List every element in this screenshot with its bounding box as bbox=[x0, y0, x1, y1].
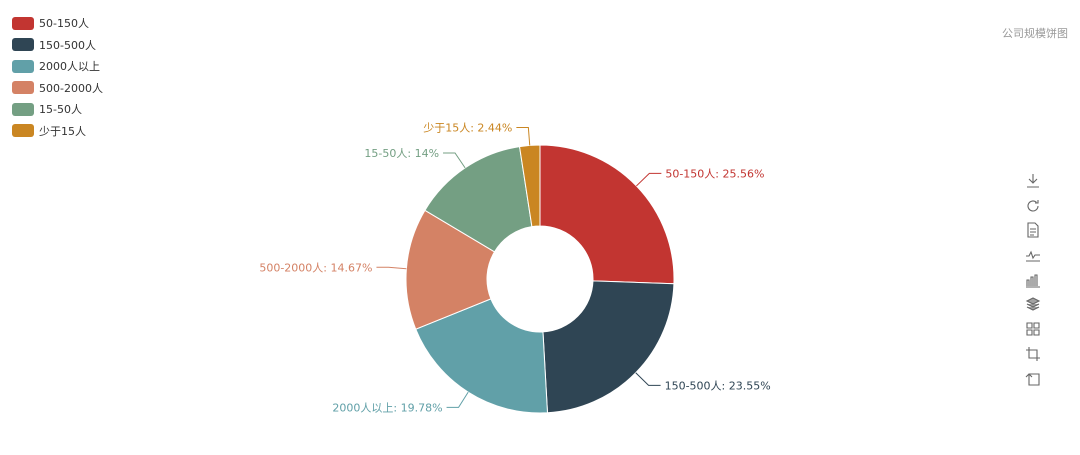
legend-swatch bbox=[12, 102, 34, 116]
refresh-icon bbox=[1027, 199, 1039, 212]
legend-item[interactable]: 500-2000人 bbox=[12, 81, 103, 95]
legend-item[interactable]: 150-500人 bbox=[12, 38, 96, 52]
legend-swatch bbox=[12, 81, 34, 94]
download-button[interactable] bbox=[1023, 171, 1043, 191]
tiled-button[interactable] bbox=[1023, 319, 1043, 339]
slice-label: 50-150人: 25.56% bbox=[665, 167, 764, 180]
legend-label: 500-2000人 bbox=[39, 81, 103, 95]
tiled-icon bbox=[1026, 322, 1040, 336]
legend-item[interactable]: 少于15人 bbox=[12, 124, 86, 138]
slice-label: 少于15人: 2.44% bbox=[423, 121, 512, 134]
line-chart-button[interactable] bbox=[1023, 245, 1043, 265]
stack-icon bbox=[1025, 297, 1041, 312]
slice-label: 500-2000人: 14.67% bbox=[259, 261, 372, 274]
legend-label: 50-150人 bbox=[39, 17, 89, 30]
zoom-reset-button[interactable] bbox=[1023, 369, 1043, 389]
zoom-icon bbox=[1026, 346, 1040, 361]
label-line bbox=[635, 372, 661, 386]
toolbox bbox=[1023, 171, 1043, 393]
legend-swatch bbox=[12, 124, 34, 137]
slice-label: 15-50人: 14% bbox=[364, 147, 439, 160]
legend-label: 150-500人 bbox=[39, 38, 96, 52]
line-chart-icon bbox=[1026, 250, 1040, 262]
stack-button[interactable] bbox=[1023, 294, 1043, 314]
legend-item[interactable]: 15-50人 bbox=[12, 102, 82, 116]
zoom-button[interactable] bbox=[1023, 344, 1043, 364]
legend-label: 少于15人 bbox=[39, 124, 86, 138]
legend-label: 2000人以上 bbox=[39, 60, 100, 73]
legend-swatch bbox=[12, 38, 34, 51]
label-line bbox=[446, 391, 469, 408]
label-line bbox=[443, 152, 466, 169]
legend-item[interactable]: 50-150人 bbox=[12, 16, 89, 30]
bar-chart-icon bbox=[1026, 274, 1040, 288]
legend-item[interactable]: 2000人以上 bbox=[12, 59, 100, 73]
legend-swatch bbox=[12, 16, 34, 30]
legend-label: 15-50人 bbox=[39, 103, 82, 116]
bar-chart-button[interactable] bbox=[1023, 270, 1043, 290]
download-icon bbox=[1027, 174, 1039, 188]
zoom-reset-icon bbox=[1025, 372, 1040, 386]
label-line bbox=[636, 172, 662, 187]
slice-label: 150-500人: 23.55% bbox=[665, 379, 771, 392]
pie-slice[interactable] bbox=[542, 280, 675, 414]
pie-slice[interactable] bbox=[415, 298, 549, 414]
data-view-button[interactable] bbox=[1023, 220, 1043, 240]
slice-label: 2000人以上: 19.78% bbox=[332, 401, 442, 414]
label-line bbox=[376, 266, 407, 270]
pie-slice[interactable] bbox=[424, 146, 533, 253]
pie-slice[interactable] bbox=[539, 144, 675, 285]
chart-title: 公司规模饼图 bbox=[1002, 27, 1068, 40]
label-line bbox=[516, 126, 531, 146]
pie-slice[interactable] bbox=[518, 144, 541, 228]
legend-swatch bbox=[12, 59, 34, 73]
data-view-icon bbox=[1027, 222, 1039, 238]
refresh-button[interactable] bbox=[1023, 196, 1043, 216]
